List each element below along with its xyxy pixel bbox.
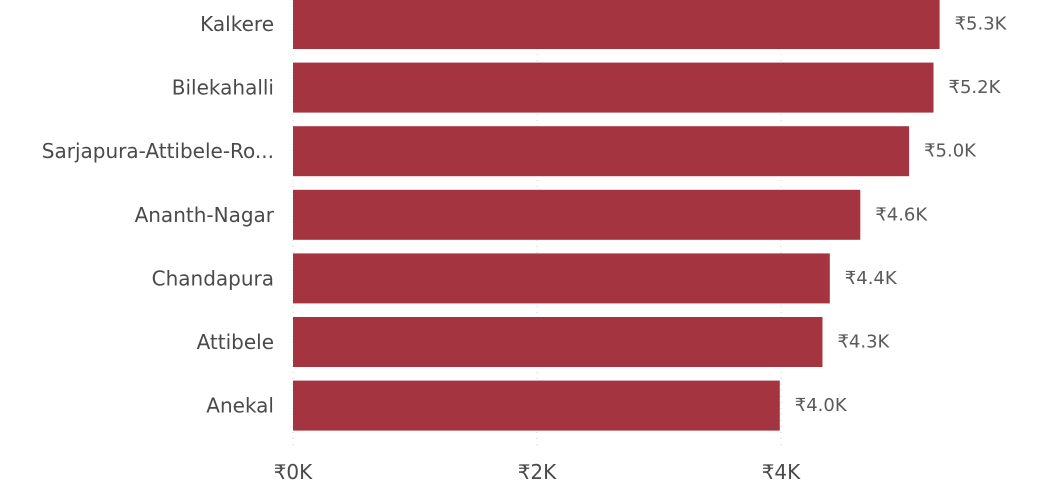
bar-2 xyxy=(293,126,910,177)
bar-0 xyxy=(293,0,940,49)
data-label-6: ₹4.0K xyxy=(795,395,848,416)
data-label-3: ₹4.6K xyxy=(875,204,928,225)
data-label-0: ₹5.3K xyxy=(955,14,1008,35)
x-tick-label-0: ₹0K xyxy=(274,460,313,484)
x-tick-label-2: ₹4K xyxy=(762,460,801,484)
data-label-2: ₹5.0K xyxy=(924,141,977,162)
category-label-4: Chandapura xyxy=(152,266,274,290)
data-label-1: ₹5.2K xyxy=(949,77,1002,98)
bar-5 xyxy=(293,317,823,367)
data-label-5: ₹4.3K xyxy=(837,332,890,353)
x-axis-ticks: ₹0K ₹2K ₹4K xyxy=(274,460,801,484)
bar-6 xyxy=(293,380,780,431)
bars xyxy=(293,0,940,431)
data-labels: ₹5.3K ₹5.2K ₹5.0K ₹4.6K ₹4.4K ₹4.3K ₹4.0K xyxy=(795,14,1008,417)
bar-4 xyxy=(293,253,830,304)
category-label-1: Bilekahalli xyxy=(172,76,274,100)
category-label-5: Attibele xyxy=(197,330,274,354)
category-label-3: Ananth-Nagar xyxy=(135,203,275,227)
x-tick-label-1: ₹2K xyxy=(518,460,557,484)
bar-3 xyxy=(293,189,861,240)
category-labels: Kalkere Bilekahalli Sarjapura-Attibele-Ro.… xyxy=(42,12,275,418)
category-label-0: Kalkere xyxy=(200,12,274,36)
data-label-4: ₹4.4K xyxy=(845,268,898,289)
bar-1 xyxy=(293,62,934,113)
category-label-2: Sarjapura-Attibele-Ro... xyxy=(42,139,274,163)
category-label-6: Anekal xyxy=(206,394,274,418)
